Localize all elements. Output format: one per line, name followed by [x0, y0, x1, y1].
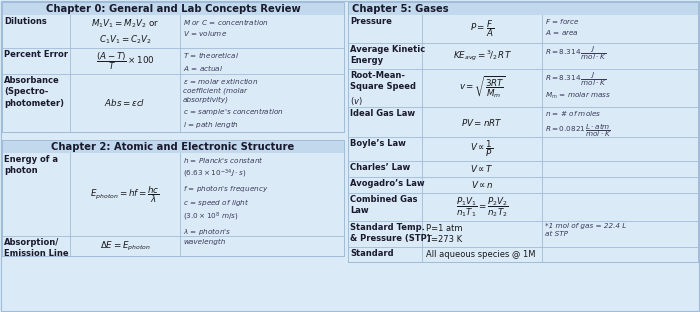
Bar: [2, 2, 344, 132]
Text: Chapter 5: Gases: Chapter 5: Gases: [352, 3, 449, 13]
Text: Pressure: Pressure: [350, 17, 392, 26]
Text: $V \propto n$: $V \propto n$: [470, 179, 494, 191]
Bar: [348, 2, 698, 15]
Text: $M_1V_1 = M_2V_2$ or
$C_1V_1 = C_2V_2$: $M_1V_1 = M_2V_2$ or $C_1V_1 = C_2V_2$: [91, 17, 159, 46]
Text: Average Kinetic
Energy: Average Kinetic Energy: [350, 45, 426, 66]
Text: *1 mol of gas = 22.4 L
at STP: *1 mol of gas = 22.4 L at STP: [545, 223, 626, 237]
Text: $KE_{avg} = {}^{3}\!/_{2}\,RT$: $KE_{avg} = {}^{3}\!/_{2}\,RT$: [452, 49, 512, 63]
Bar: [2, 15, 344, 48]
Text: $\dfrac{(A - T)}{T} \times 100$: $\dfrac{(A - T)}{T} \times 100$: [96, 50, 155, 72]
Bar: [348, 69, 698, 107]
Text: $E_{photon} = hf = \dfrac{hc}{\lambda}$: $E_{photon} = hf = \dfrac{hc}{\lambda}$: [90, 184, 160, 205]
Bar: [348, 137, 698, 161]
Bar: [348, 221, 698, 247]
Bar: [348, 43, 698, 69]
Text: $V \propto T$: $V \propto T$: [470, 163, 494, 174]
Text: Standard: Standard: [350, 249, 393, 258]
Bar: [2, 74, 344, 132]
Text: Standard Temp.
& Pressure (STP): Standard Temp. & Pressure (STP): [350, 223, 430, 243]
Text: P=1 atm
T=273 K: P=1 atm T=273 K: [426, 224, 463, 244]
Bar: [2, 140, 344, 153]
Text: $\dfrac{P_1 V_1}{n_1 T_1} = \dfrac{P_2 V_2}{n_2 T_2}$: $\dfrac{P_1 V_1}{n_1 T_1} = \dfrac{P_2 V…: [456, 195, 508, 219]
Text: $Abs = \varepsilon cl$: $Abs = \varepsilon cl$: [104, 97, 146, 109]
Text: $h$ = Planck's constant
$(6.63 \times 10^{-34}J\cdot s)$
$f$ = photon's frequenc: $h$ = Planck's constant $(6.63 \times 10…: [183, 155, 268, 245]
Text: $V \propto \dfrac{1}{P}$: $V \propto \dfrac{1}{P}$: [470, 139, 494, 159]
Text: $M$ or $C$ = concentration
$V$ = volume: $M$ or $C$ = concentration $V$ = volume: [183, 17, 269, 38]
Text: $\Delta E = E_{photon}$: $\Delta E = E_{photon}$: [99, 239, 150, 252]
Bar: [2, 140, 344, 256]
Text: Combined Gas
Law: Combined Gas Law: [350, 195, 417, 216]
Text: Energy of a
photon: Energy of a photon: [4, 155, 58, 175]
Text: Dilutions: Dilutions: [4, 17, 47, 26]
Text: Chapter 0: General and Lab Concepts Review: Chapter 0: General and Lab Concepts Revi…: [46, 3, 300, 13]
Text: $PV = nRT$: $PV = nRT$: [461, 116, 503, 128]
Text: $P = \dfrac{F}{A}$: $P = \dfrac{F}{A}$: [470, 19, 494, 39]
Bar: [348, 15, 698, 43]
Text: All aqueous species @ 1M: All aqueous species @ 1M: [426, 250, 536, 259]
Bar: [348, 247, 698, 262]
Text: $v = \sqrt{\dfrac{3RT}{M_m}}$: $v = \sqrt{\dfrac{3RT}{M_m}}$: [458, 75, 505, 101]
Text: Percent Error: Percent Error: [4, 50, 68, 59]
Text: $n$ = # of moles
$R = 0.0821\,\dfrac{L\cdot atm}{mol\cdot K}$: $n$ = # of moles $R = 0.0821\,\dfrac{L\c…: [545, 109, 611, 139]
Text: Absorbance
(Spectro-
photometer): Absorbance (Spectro- photometer): [4, 76, 64, 108]
Bar: [2, 2, 344, 15]
Text: $R = 8.314\,\dfrac{J}{mol\cdot K}$
$M_m$ = molar mass: $R = 8.314\,\dfrac{J}{mol\cdot K}$ $M_m$…: [545, 71, 611, 101]
Bar: [2, 48, 344, 74]
Text: Boyle’s Law: Boyle’s Law: [350, 139, 406, 148]
Bar: [348, 193, 698, 221]
Bar: [2, 153, 344, 236]
Bar: [348, 107, 698, 137]
Text: $T$ = theoretical
$A$ = actual: $T$ = theoretical $A$ = actual: [183, 50, 239, 73]
Text: Root-Mean-
Square Speed
$(v)$: Root-Mean- Square Speed $(v)$: [350, 71, 416, 107]
Text: $R = 8.314\,\dfrac{J}{mol\cdot K}$: $R = 8.314\,\dfrac{J}{mol\cdot K}$: [545, 45, 607, 62]
Text: $F$ = force
$A$ = area: $F$ = force $A$ = area: [545, 17, 580, 37]
Bar: [348, 161, 698, 177]
Text: Absorption/
Emission Line: Absorption/ Emission Line: [4, 238, 69, 258]
Text: Charles’ Law: Charles’ Law: [350, 163, 410, 172]
Bar: [348, 2, 698, 262]
Bar: [2, 132, 344, 140]
Bar: [2, 236, 344, 256]
Text: Chapter 2: Atomic and Electronic Structure: Chapter 2: Atomic and Electronic Structu…: [51, 142, 295, 152]
Bar: [348, 177, 698, 193]
Text: Avogadro’s Law: Avogadro’s Law: [350, 179, 425, 188]
Text: Ideal Gas Law: Ideal Gas Law: [350, 109, 415, 118]
Text: $\varepsilon$ = molar extinction
coefficient (molar
absorptivity)
$c$ = sample's: $\varepsilon$ = molar extinction coeffic…: [183, 76, 284, 130]
